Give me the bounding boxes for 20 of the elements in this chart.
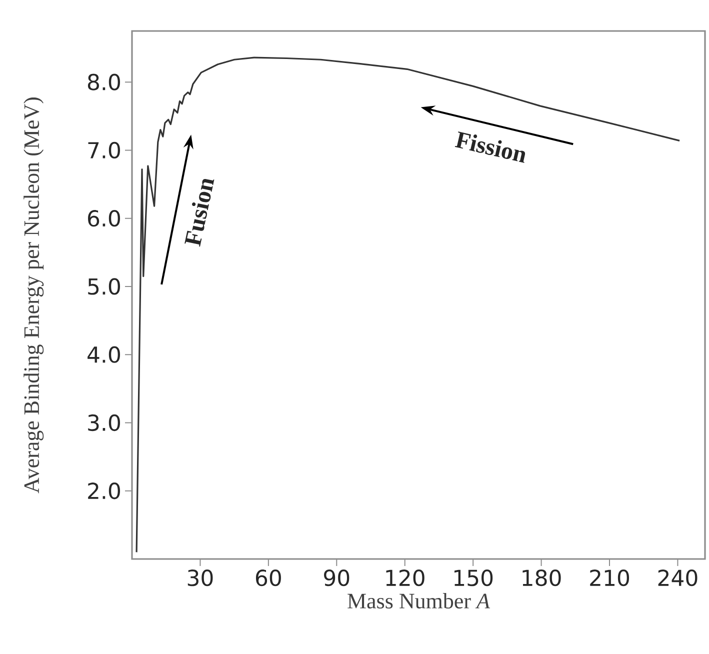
x-axis-title: Mass Number A — [348, 593, 490, 609]
annotation: Fusion — [184, 178, 214, 247]
y-tick-label: 2.0 — [88, 482, 120, 500]
x-tick-label: 90 — [324, 570, 350, 586]
x-tick-label: 60 — [256, 570, 281, 586]
y-tick-label: 5.0 — [88, 278, 120, 295]
x-tick-label: 210 — [590, 570, 630, 586]
y-tick-label: 3.0 — [88, 414, 120, 432]
y-tick-label: 6.0 — [88, 210, 120, 227]
x-tick-label: 30 — [188, 570, 213, 586]
y-axis-title: Average Binding Energy per Nucleon (MeV) — [24, 98, 44, 494]
annotation: Fission — [454, 132, 526, 163]
x-tick-label: 240 — [658, 570, 698, 586]
y-tick-label: 7.0 — [88, 142, 120, 159]
x-tick-label: 120 — [386, 570, 424, 586]
x-tick-label: 150 — [454, 570, 493, 586]
line-series — [136, 56, 680, 553]
y-tick-label: 4.0 — [88, 346, 120, 363]
x-tick-label: 180 — [522, 570, 561, 586]
y-tick-label: 8.0 — [88, 74, 120, 90]
